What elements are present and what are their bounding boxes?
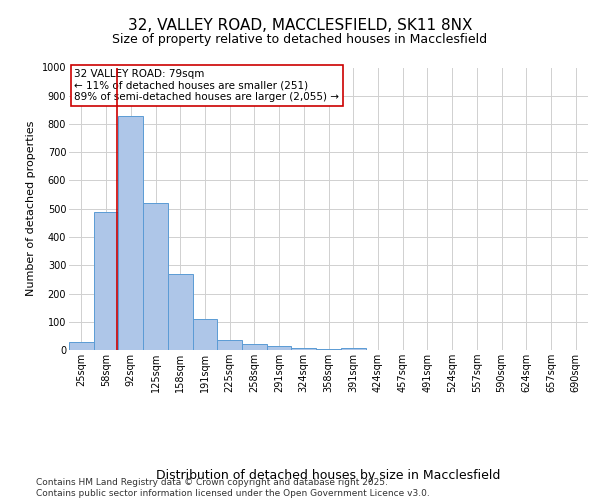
Bar <box>118 116 143 350</box>
Text: Contains HM Land Registry data © Crown copyright and database right 2025.
Contai: Contains HM Land Registry data © Crown c… <box>36 478 430 498</box>
Bar <box>292 348 316 350</box>
Bar <box>267 346 292 350</box>
Bar <box>168 274 193 350</box>
Y-axis label: Number of detached properties: Number of detached properties <box>26 121 36 296</box>
Text: Size of property relative to detached houses in Macclesfield: Size of property relative to detached ho… <box>112 32 488 46</box>
Bar <box>242 344 267 350</box>
Bar <box>143 203 168 350</box>
Bar <box>217 340 242 350</box>
Bar <box>341 348 365 350</box>
X-axis label: Distribution of detached houses by size in Macclesfield: Distribution of detached houses by size … <box>157 468 500 481</box>
Bar <box>94 212 118 350</box>
Bar <box>193 319 217 350</box>
Bar <box>69 342 94 350</box>
Text: 32, VALLEY ROAD, MACCLESFIELD, SK11 8NX: 32, VALLEY ROAD, MACCLESFIELD, SK11 8NX <box>128 18 472 32</box>
Text: 32 VALLEY ROAD: 79sqm
← 11% of detached houses are smaller (251)
89% of semi-det: 32 VALLEY ROAD: 79sqm ← 11% of detached … <box>74 69 339 102</box>
Bar <box>316 348 341 350</box>
